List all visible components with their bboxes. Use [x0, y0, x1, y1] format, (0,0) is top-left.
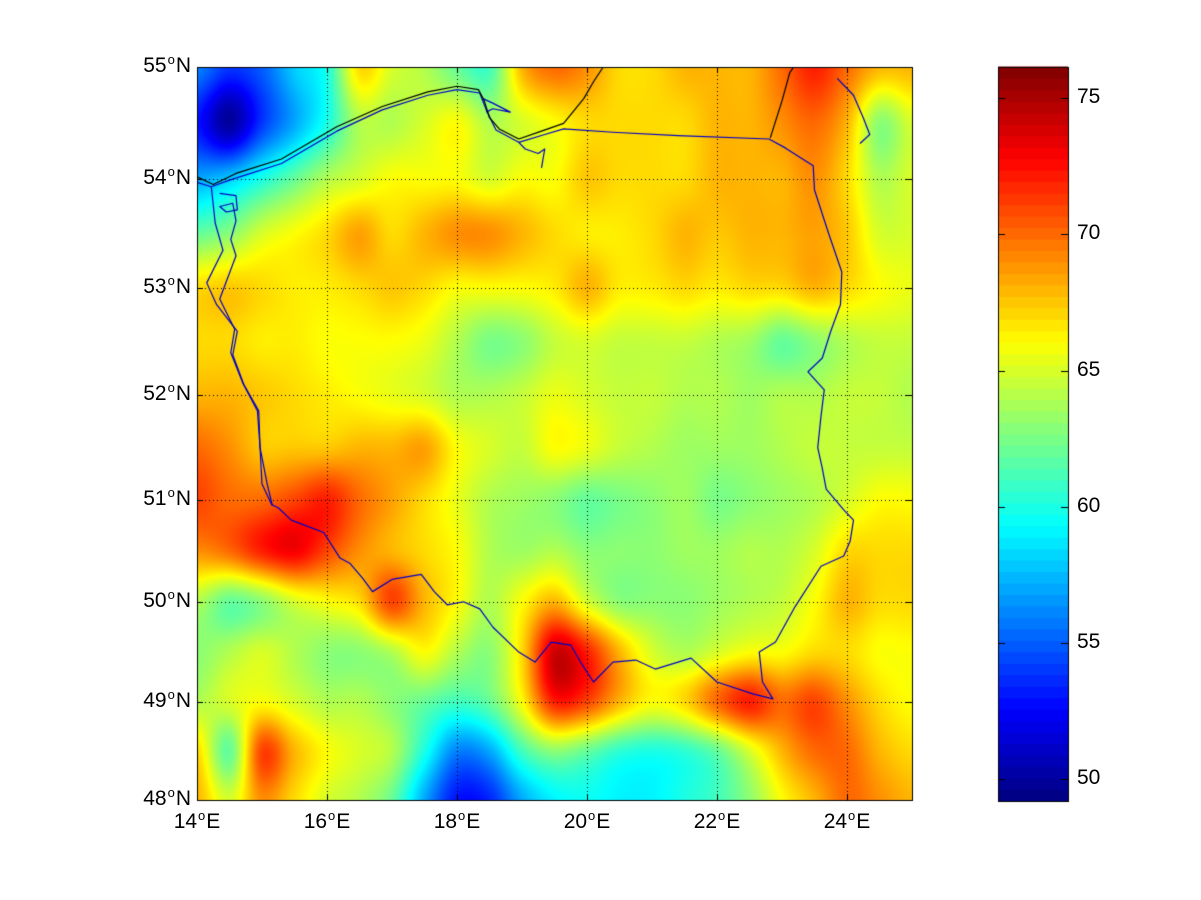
colorbar-tick-label-50: 50	[1077, 766, 1101, 789]
x-tick-label-16E: 16oE	[303, 808, 351, 833]
degree-symbol: o	[588, 808, 596, 823]
degree-symbol: o	[198, 808, 206, 823]
y-tick-label-50N: 50oN	[143, 587, 191, 612]
y-tick-label-52N: 52oN	[143, 380, 191, 405]
x-tick-label-14E: 14oE	[173, 808, 221, 833]
y-tick-label-55N: 55oN	[143, 52, 191, 77]
degree-symbol: o	[718, 808, 726, 823]
degree-symbol: o	[167, 587, 175, 602]
y-tick-label-51N: 51oN	[143, 485, 191, 510]
degree-symbol: o	[458, 808, 466, 823]
colorbar-tick-label-75: 75	[1077, 85, 1101, 108]
colorbar-tick-label-55: 55	[1077, 630, 1101, 653]
colorbar-tick-label-65: 65	[1077, 358, 1101, 381]
colorbar-tick-label-60: 60	[1077, 494, 1101, 517]
x-tick-label-20E: 20oE	[563, 808, 611, 833]
y-tick-label-49N: 49oN	[143, 687, 191, 712]
y-tick-label-53N: 53oN	[143, 273, 191, 298]
y-tick-label-54N: 54oN	[143, 164, 191, 189]
x-tick-label-18E: 18oE	[433, 808, 481, 833]
degree-symbol: o	[328, 808, 336, 823]
colorbar-tick-label-70: 70	[1077, 221, 1101, 244]
degree-symbol: o	[167, 687, 175, 702]
degree-symbol: o	[167, 380, 175, 395]
degree-symbol: o	[167, 485, 175, 500]
x-tick-label-22E: 22oE	[693, 808, 741, 833]
y-tick-label-48N: 48oN	[143, 785, 191, 810]
degree-symbol: o	[167, 52, 175, 67]
degree-symbol: o	[848, 808, 856, 823]
x-tick-label-24E: 24oE	[823, 808, 871, 833]
degree-symbol: o	[167, 785, 175, 800]
degree-symbol: o	[167, 164, 175, 179]
degree-symbol: o	[167, 273, 175, 288]
